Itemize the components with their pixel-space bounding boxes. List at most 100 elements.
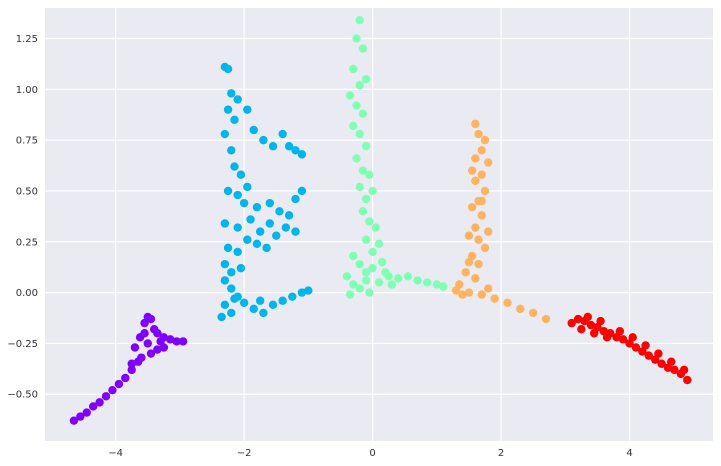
y-tick-label: 0.00 [16, 288, 38, 299]
data-point [477, 170, 486, 179]
data-point [477, 290, 486, 299]
data-point [467, 203, 477, 212]
data-point [95, 398, 104, 407]
data-point [297, 150, 307, 159]
data-point [352, 101, 361, 110]
data-point [464, 231, 474, 240]
data-point [451, 286, 461, 295]
data-point [230, 294, 239, 303]
data-point [255, 227, 265, 236]
data-point [641, 341, 650, 350]
data-point [631, 343, 641, 352]
y-tick-label: 0.25 [16, 237, 38, 248]
data-point [361, 194, 371, 204]
data-point [227, 89, 236, 98]
data-point [381, 268, 390, 277]
data-point [345, 91, 355, 100]
data-point [471, 119, 480, 129]
data-point [586, 320, 596, 330]
data-point [230, 115, 239, 125]
data-point [220, 219, 230, 228]
data-point [464, 288, 474, 297]
data-point [361, 276, 371, 285]
data-point [365, 170, 374, 179]
data-point [172, 337, 181, 346]
data-point [528, 308, 538, 318]
data-point [679, 365, 689, 375]
data-point [464, 257, 474, 267]
data-point [288, 292, 297, 301]
series-4 [567, 312, 692, 385]
data-point [114, 379, 124, 389]
data-point [628, 333, 637, 342]
data-point [657, 359, 666, 368]
data-point [101, 392, 111, 401]
data-point [76, 412, 85, 421]
data-point [243, 235, 252, 244]
data-point [374, 278, 384, 287]
data-point [577, 324, 586, 334]
y-tick-label: −0.50 [7, 390, 38, 401]
data-point [345, 290, 355, 299]
data-point [355, 81, 364, 90]
plot-background [45, 8, 713, 441]
data-point [355, 182, 364, 192]
data-point [249, 125, 258, 135]
data-point [143, 339, 152, 348]
data-point [358, 166, 368, 175]
data-point [220, 129, 230, 139]
data-point [471, 154, 480, 163]
x-tick-label: −2 [237, 448, 252, 459]
data-point [166, 335, 175, 344]
series-3 [451, 119, 551, 324]
data-point [618, 335, 628, 344]
data-point [227, 284, 236, 293]
data-point [471, 223, 480, 232]
data-point [349, 251, 358, 261]
data-point [361, 268, 371, 277]
y-tick-label: 1.25 [16, 34, 38, 45]
x-tick-label: 4 [626, 448, 632, 459]
data-point [368, 264, 377, 273]
data-point [88, 402, 98, 411]
data-point [265, 219, 275, 228]
data-point [358, 207, 368, 216]
data-point [541, 314, 551, 324]
data-point [259, 135, 268, 145]
data-point [304, 286, 313, 295]
data-point [223, 64, 233, 74]
data-point [252, 203, 262, 212]
data-point [268, 142, 278, 151]
data-point [490, 294, 499, 303]
data-point [615, 327, 625, 336]
data-point [371, 223, 380, 232]
data-point [233, 223, 242, 232]
data-point [355, 259, 364, 269]
data-point [394, 274, 403, 283]
data-point [342, 272, 352, 281]
data-point [156, 337, 165, 346]
data-point [483, 227, 493, 236]
data-point [281, 223, 291, 232]
data-point [378, 257, 387, 267]
x-tick-label: 0 [369, 448, 375, 459]
data-point [683, 375, 692, 385]
data-point [365, 217, 374, 226]
data-point [349, 64, 358, 74]
data-point [230, 162, 239, 171]
x-tick-label: 2 [498, 448, 504, 459]
data-point [82, 408, 91, 417]
data-point [233, 190, 242, 200]
data-point [108, 385, 117, 395]
data-point [471, 274, 480, 283]
data-point [239, 298, 249, 307]
data-point [567, 318, 576, 328]
data-point [217, 312, 226, 322]
data-point [297, 186, 307, 196]
data-point [239, 198, 249, 208]
data-point [297, 288, 307, 297]
data-point [361, 74, 371, 84]
data-point [246, 215, 255, 224]
data-point [146, 314, 156, 324]
